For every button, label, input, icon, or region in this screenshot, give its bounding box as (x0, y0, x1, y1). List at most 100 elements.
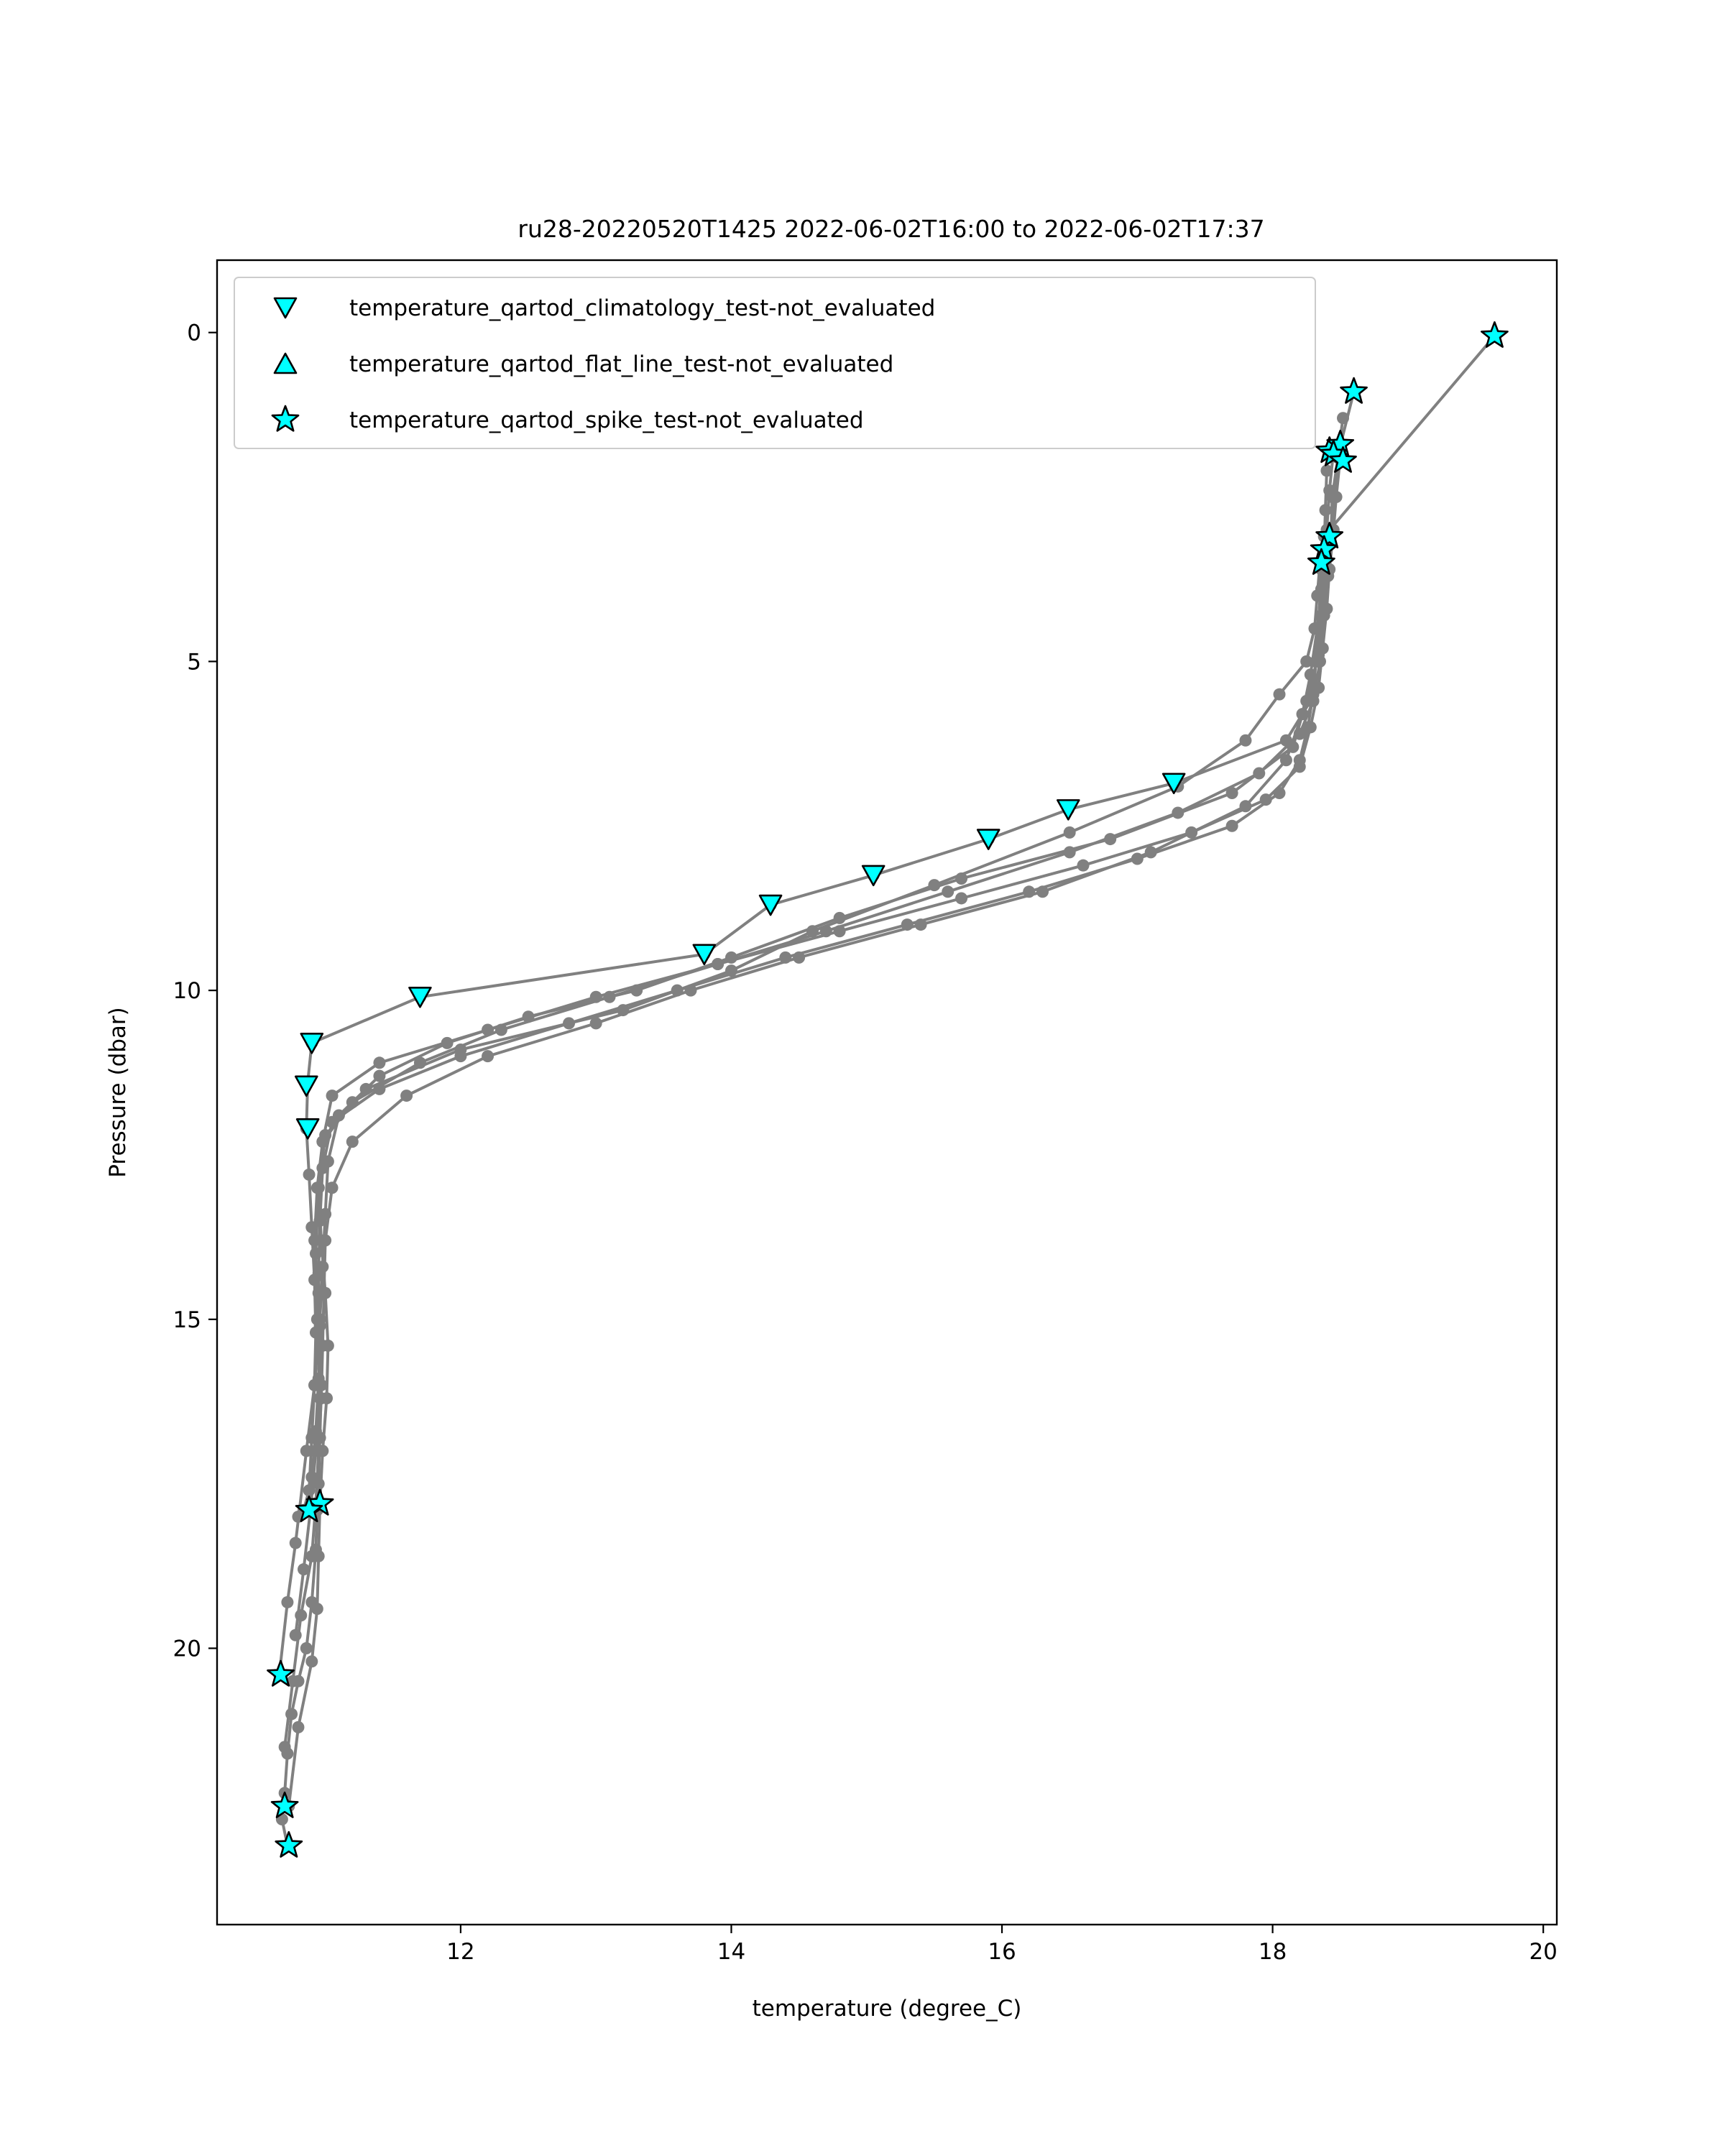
y-axis: 0 5 10 15 20 (173, 321, 217, 1662)
profile-point (1320, 464, 1333, 477)
flag-marker-triangle-down (758, 894, 783, 916)
profile-line-2 (287, 391, 1356, 1807)
profile-point (303, 1168, 316, 1181)
profile-point (1023, 885, 1036, 898)
profile-point (298, 1563, 310, 1576)
profile-point (901, 918, 914, 931)
profile-point (1225, 786, 1238, 799)
y-tick-label: 20 (173, 1636, 201, 1662)
profile-point (833, 911, 846, 924)
profile-point (313, 1319, 326, 1332)
flag-marker-triangle-down (976, 829, 1000, 850)
profile-point (1310, 655, 1322, 668)
profile-point (1185, 826, 1198, 839)
profile-point (286, 1674, 299, 1687)
profile-point (563, 1017, 576, 1030)
profile-point (1314, 589, 1327, 602)
profile-point (316, 1161, 329, 1174)
flag-marker-star (267, 1659, 295, 1687)
profile-point (712, 957, 724, 970)
profile-point (308, 1234, 321, 1247)
legend-marker-triangle-up (273, 352, 298, 374)
x-axis: 12 14 16 18 20 (446, 1925, 1558, 1965)
profile-point (373, 1082, 386, 1095)
profile-point (289, 1537, 302, 1549)
chart-title: ru28-20220520T1425 2022-06-02T16:00 to 2… (518, 215, 1264, 243)
profile-point (1293, 754, 1306, 767)
profile-point (305, 1655, 318, 1668)
profile-point (313, 1215, 326, 1227)
profile-point (300, 1642, 313, 1655)
y-axis-label: Pressure (dbar) (105, 1007, 131, 1178)
x-tick-label: 18 (1259, 1939, 1287, 1965)
legend-label: temperature_qartod_climatology_test-not_… (349, 295, 935, 321)
profile-point (1104, 833, 1117, 846)
profile-point (482, 1050, 494, 1063)
profile-point (278, 1741, 291, 1754)
profile-point (281, 1595, 294, 1608)
flag-marker-star (1340, 377, 1368, 404)
profile-line-5 (283, 470, 1328, 1748)
profile-point (305, 1471, 318, 1484)
profile-point (779, 951, 792, 964)
profile-point (671, 984, 684, 997)
profile-point (413, 1056, 426, 1069)
y-tick-label: 15 (173, 1307, 201, 1333)
flag-marker-triangle-down (300, 1033, 324, 1054)
x-tick-label: 14 (717, 1939, 745, 1965)
profile-point (326, 1089, 339, 1102)
profile-point (310, 1603, 323, 1616)
x-tick-label: 20 (1529, 1939, 1557, 1965)
profile-point (1320, 602, 1333, 615)
profile-point (603, 990, 616, 1003)
qc-flag-markers (267, 321, 1509, 1858)
profile-point (309, 1424, 322, 1437)
profile-point (346, 1135, 359, 1148)
profile-point (1063, 826, 1076, 839)
legend-marker-star (271, 405, 300, 432)
profile-point (400, 1089, 413, 1102)
flag-marker-star (270, 1791, 299, 1818)
x-axis-label: temperature (degree_C) (753, 1996, 1022, 2022)
flag-marker-star (1315, 522, 1344, 549)
profile-point (1131, 852, 1144, 865)
profile-point (1239, 734, 1252, 747)
profile-point (955, 892, 968, 905)
profile-point (1273, 688, 1286, 701)
legend-label: temperature_qartod_flat_line_test-not_ev… (349, 351, 893, 377)
profile-point (289, 1628, 302, 1641)
profile-point (1273, 786, 1286, 799)
profile-point (305, 1549, 318, 1562)
flag-marker-triangle-down (295, 1118, 320, 1140)
profile-point (1279, 754, 1292, 767)
legend[interactable]: temperature_qartod_climatology_test-not_… (234, 277, 1316, 449)
profile-point (373, 1069, 386, 1082)
profile-point (312, 1267, 325, 1280)
y-tick-label: 10 (173, 978, 201, 1004)
profile-point (1302, 721, 1315, 734)
y-tick-label: 0 (187, 321, 201, 346)
y-tick-label: 5 (187, 649, 201, 675)
profile-point (942, 885, 954, 898)
legend-marker-triangle-down (273, 297, 298, 319)
flag-marker-triangle-down (692, 944, 717, 966)
profile-point (373, 1056, 386, 1069)
profile-point (313, 1392, 326, 1405)
profile-point (1225, 819, 1238, 832)
profile-point (1259, 793, 1272, 806)
profile-point (1337, 412, 1350, 425)
profile-point (441, 1036, 454, 1049)
profile-point (315, 1339, 328, 1352)
profile-point (1330, 491, 1343, 504)
profile-point (326, 1115, 339, 1128)
profile-line-4 (277, 418, 1345, 1675)
flag-marker-star (1481, 321, 1509, 348)
flag-marker-star (1329, 446, 1357, 473)
profile-point (454, 1050, 467, 1063)
legend-box (234, 277, 1316, 449)
profile-point (1319, 504, 1332, 517)
profile-point (1077, 859, 1090, 872)
profile-point (1316, 642, 1329, 655)
flag-marker-triangle-down (861, 865, 886, 887)
